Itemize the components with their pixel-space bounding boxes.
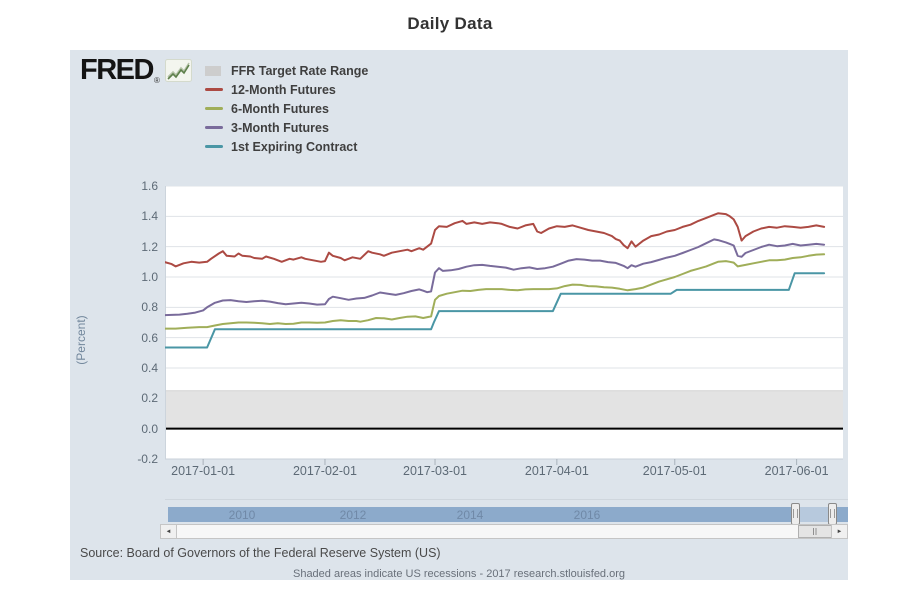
fred-logo-chart-icon <box>164 59 192 87</box>
y-axis-label: -0.2 <box>137 452 158 466</box>
series-3-month-futures <box>162 238 826 317</box>
timeline-year-label: 2012 <box>339 508 367 522</box>
plot-area <box>162 185 843 466</box>
chart-title: Daily Data <box>407 14 493 33</box>
x-axis-label: 2017-01-01 <box>171 464 236 478</box>
timeline-year-label: 2016 <box>573 508 601 522</box>
x-axis-label: 2017-04-01 <box>524 464 589 478</box>
fred-logo-text: FRED <box>80 54 154 86</box>
y-axis-title: (Percent) <box>74 315 88 365</box>
x-axis-label: 2017-02-01 <box>292 464 357 478</box>
scrollbar-thumb[interactable] <box>798 525 832 538</box>
band-swatch <box>205 65 223 76</box>
x-axis-label: 2017-06-01 <box>764 464 829 478</box>
fred-logo: FRED ® <box>80 56 192 87</box>
y-axis-label: 0.8 <box>141 300 158 315</box>
legend-item: 6-Month Futures <box>205 99 368 118</box>
y-axis-label: 1.4 <box>141 209 158 224</box>
x-axis-label: 2017-03-01 <box>403 464 467 478</box>
legend-label: FFR Target Rate Range <box>231 63 369 78</box>
timeline-year-label: 2014 <box>456 508 484 522</box>
legend-item: 1st Expiring Contract <box>205 137 368 156</box>
scrollbar-left-button[interactable]: ◄ <box>161 525 177 538</box>
y-axis-label: 1.0 <box>141 270 158 284</box>
slider-handle-left[interactable] <box>791 503 800 525</box>
legend-item: FFR Target Rate Range <box>205 61 368 80</box>
legend-item: 3-Month Futures <box>205 118 368 137</box>
y-axis-label: 0.4 <box>141 361 158 375</box>
scrollbar[interactable]: ◄ ► <box>160 524 848 539</box>
line-swatch <box>205 126 223 129</box>
legend-label: 3-Month Futures <box>231 120 329 135</box>
x-axis-label: 2017-05-01 <box>642 464 707 478</box>
chart-canvas <box>162 185 843 465</box>
legend-item: 12-Month Futures <box>205 80 368 99</box>
registered-mark: ® <box>153 76 160 85</box>
legend-label: 12-Month Futures <box>231 82 336 97</box>
timeline-slider[interactable]: 2010 2012 2014 2016 <box>168 503 848 525</box>
legend-label: 1st Expiring Contract <box>231 139 358 154</box>
line-swatch <box>205 88 223 91</box>
minimap-divider <box>165 499 848 500</box>
legend: FFR Target Rate Range 12-Month Futures 6-M… <box>205 61 368 156</box>
series-6-month-futures <box>162 253 826 330</box>
timeline-year-label: 2010 <box>228 508 256 522</box>
y-axis-label: 1.2 <box>141 239 158 254</box>
y-axis-label: 0.0 <box>141 421 158 436</box>
chart-panel: FRED ® FFR Target Rate Range 12-Month Fut… <box>70 50 848 580</box>
line-swatch <box>205 145 223 148</box>
scrollbar-right-button[interactable]: ► <box>831 525 847 538</box>
slider-handle-right[interactable] <box>828 503 837 525</box>
series-12-month-futures <box>162 212 826 268</box>
line-swatch <box>205 107 223 110</box>
y-axis-label: 0.6 <box>141 330 158 345</box>
source-text: Source: Board of Governors of the Federa… <box>80 546 441 560</box>
series-1st-expiring-contract <box>162 272 826 349</box>
timeline-selected-range[interactable] <box>795 507 832 522</box>
recession-note: Shaded areas indicate US recessions - 20… <box>292 568 626 580</box>
y-axis-label: 0.2 <box>141 391 158 406</box>
y-axis-label: 1.6 <box>141 179 158 193</box>
legend-label: 6-Month Futures <box>231 101 329 116</box>
